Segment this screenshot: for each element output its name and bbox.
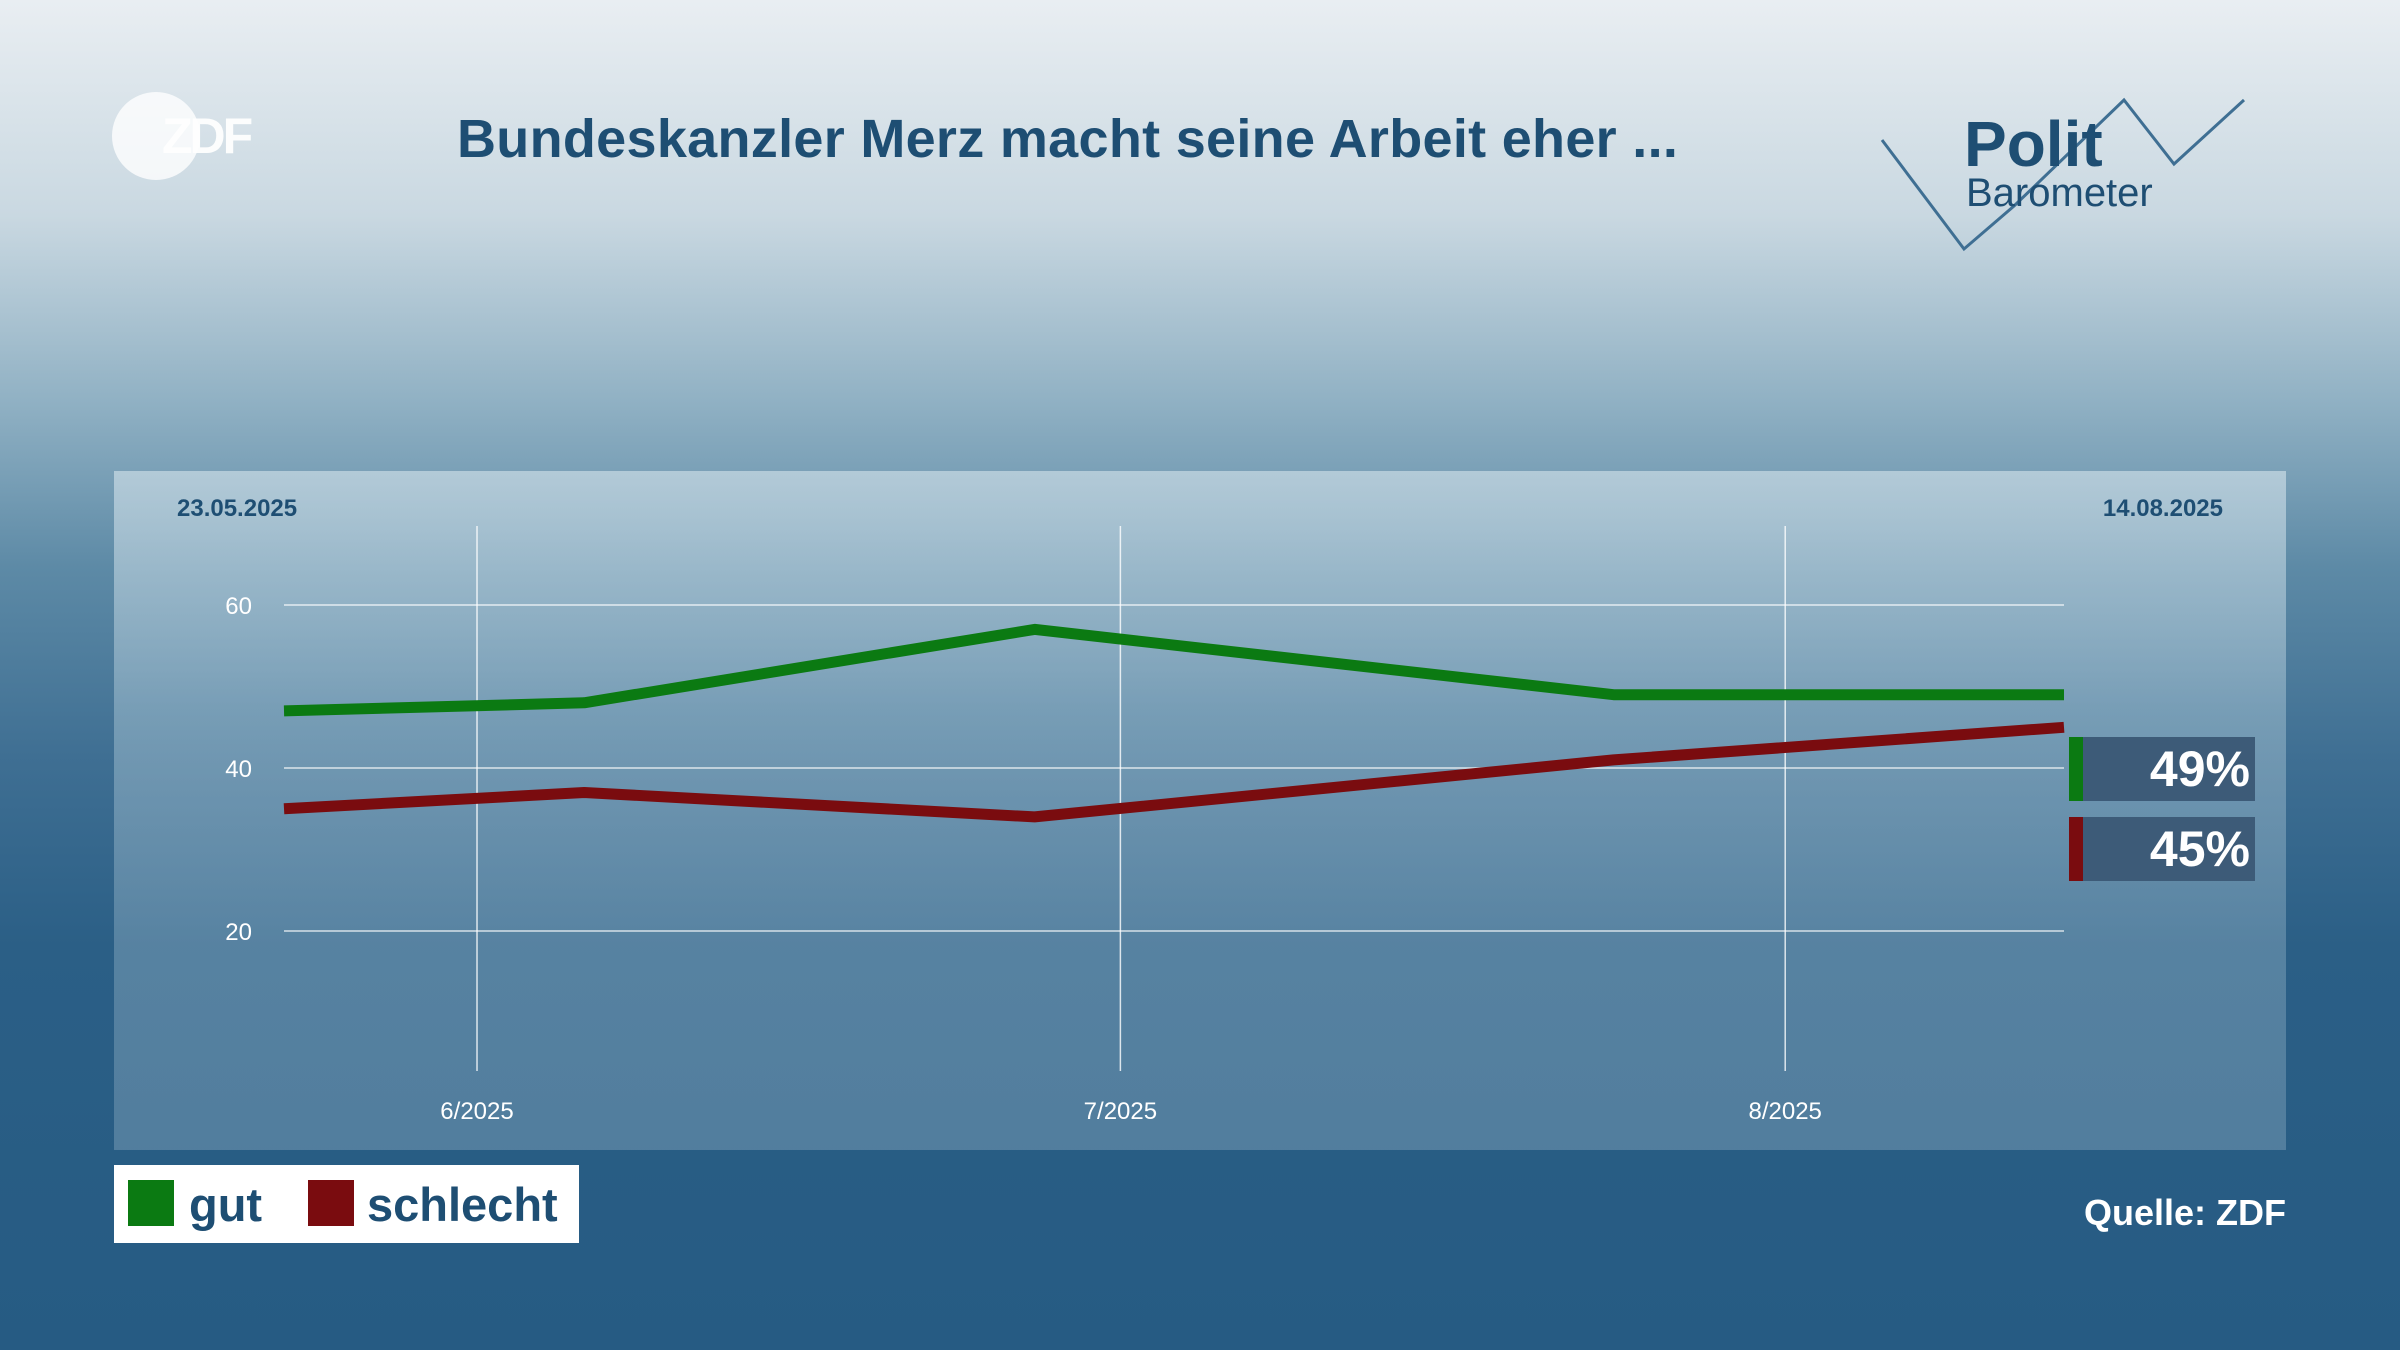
barometer-logo-word: Barometer — [1966, 171, 2153, 215]
legend-swatch-gut — [128, 1180, 174, 1226]
series-line-gut — [283, 623, 2064, 717]
end-badge-color-bar — [2069, 737, 2083, 801]
chart-title: Bundeskanzler Merz macht seine Arbeit eh… — [457, 109, 1679, 169]
end-badge-gut: 49% — [2069, 737, 2255, 801]
legend-swatch-schlecht — [308, 1180, 354, 1226]
series-line-schlecht — [283, 721, 2065, 823]
end-badge-color-bar — [2069, 817, 2083, 881]
horizontal-gridlines — [284, 604, 2064, 932]
start-date-label: 23.05.2025 — [177, 495, 297, 522]
y-tick-label: 40 — [225, 756, 252, 783]
polit-logo-word: Polit — [1964, 108, 2103, 180]
x-tick-label: 7/2025 — [1084, 1098, 1157, 1125]
legend-label-gut: gut — [189, 1178, 263, 1231]
zdf-logo: ZDF — [112, 90, 282, 182]
zdf-logo-text: ZDF — [162, 108, 252, 164]
end-badge-box — [2083, 817, 2255, 881]
end-value-label: 49% — [2150, 741, 2250, 797]
series-lines — [283, 623, 2065, 823]
series-end-badges: 49%45% — [2069, 737, 2255, 881]
end-date-label: 14.08.2025 — [2103, 495, 2223, 522]
x-tick-label: 6/2025 — [440, 1098, 513, 1125]
legend-label-schlecht: schlecht — [367, 1178, 558, 1231]
politbarometer-zigzag-icon — [1880, 97, 2246, 252]
source-note: Quelle: ZDF — [2083, 1192, 2286, 1233]
end-badge-box — [2083, 737, 2255, 801]
end-value-label: 45% — [2150, 821, 2250, 877]
chart-panel: 23.05.2025 14.08.2025 20 40 60 6/2025 7/202… — [114, 471, 2286, 1150]
y-tick-label: 60 — [225, 593, 252, 620]
politbarometer-logo: Polit Barometer — [1878, 94, 2248, 254]
line-chart: 23.05.2025 14.08.2025 20 40 60 6/2025 7/202… — [177, 495, 2255, 1125]
end-badge-schlecht: 45% — [2069, 817, 2255, 881]
x-axis-tick-labels: 6/2025 7/2025 8/2025 — [440, 1098, 1822, 1125]
x-tick-label: 8/2025 — [1749, 1098, 1822, 1125]
y-tick-label: 20 — [225, 919, 252, 946]
legend: gut schlecht — [114, 1165, 579, 1243]
y-axis-tick-labels: 20 40 60 — [225, 593, 252, 946]
zdf-logo-mark: ZDF — [112, 92, 255, 180]
